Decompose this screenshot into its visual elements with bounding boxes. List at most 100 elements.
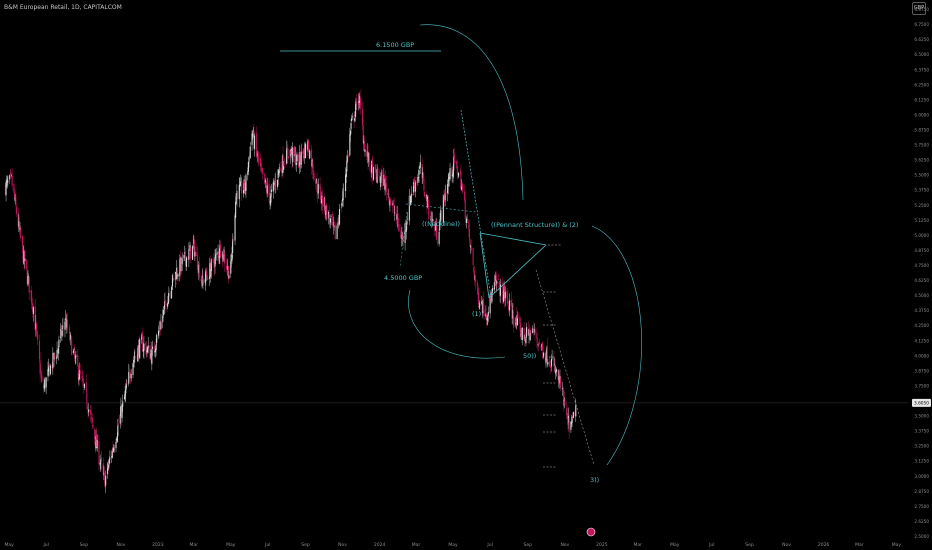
candle-body	[290, 148, 293, 155]
candle-body	[372, 163, 374, 181]
candle-body	[474, 277, 476, 279]
candle-body	[557, 369, 559, 380]
candle-body	[354, 111, 356, 118]
candle-body	[103, 473, 106, 477]
candle-body	[215, 254, 217, 258]
candle-body	[413, 183, 415, 186]
x-tick-label: Sep	[301, 542, 310, 548]
candle-body	[451, 167, 453, 176]
candle-body	[533, 328, 535, 332]
price-axis[interactable]: 6.8750 6.7500 6.6250 6.5000 6.3750 6.2500 6.12…	[914, 7, 929, 539]
candle-body	[538, 342, 540, 345]
candle-body	[400, 235, 403, 239]
candle-body	[338, 223, 340, 224]
candle-body	[385, 176, 387, 184]
candle-body	[307, 140, 309, 150]
y-tick-label: 5.5000	[914, 173, 929, 178]
candle-body	[136, 355, 138, 360]
annotation-layer: 6.1500 GBP ((Neckline)) ((Pennant Struct…	[280, 24, 642, 484]
chart-title: B&M European Retail, 1D, CAPITALCOM	[4, 4, 122, 11]
candle-body	[568, 418, 570, 433]
candle-body	[31, 290, 33, 304]
candle-body	[198, 263, 200, 278]
candle-body	[473, 271, 475, 280]
candle-body	[261, 168, 263, 170]
candle-body	[453, 154, 455, 164]
candle-body	[172, 276, 174, 277]
candle-body	[311, 160, 313, 167]
candle-body	[207, 277, 209, 281]
candle-body	[444, 194, 446, 202]
candle-body	[321, 197, 324, 206]
candle-body	[124, 391, 126, 397]
candle-body	[562, 389, 564, 391]
candle-body	[116, 439, 118, 441]
candle-body	[66, 319, 68, 329]
candle-body	[515, 316, 517, 325]
candle-body	[278, 167, 280, 174]
candle-body	[117, 423, 119, 425]
candle-body	[243, 179, 245, 190]
candle-body	[392, 203, 394, 205]
candle-body	[478, 292, 480, 305]
candle-body	[145, 346, 147, 355]
candle-body	[21, 236, 24, 247]
candle-body	[532, 328, 534, 333]
candle-body	[294, 146, 296, 156]
candle-body	[440, 211, 442, 213]
candle-body	[432, 220, 434, 221]
candle-body	[473, 267, 475, 272]
candle-body	[315, 181, 317, 185]
candle-body	[116, 436, 118, 441]
candle-series	[4, 89, 577, 493]
candle-body	[24, 258, 26, 261]
candle-body	[154, 350, 156, 353]
candle-body	[333, 221, 335, 227]
candle-body	[68, 329, 70, 331]
candle-body	[140, 335, 143, 340]
time-axis[interactable]: May Jul Sep Nov 2023 Mar May Jul Sep Nov 2024 Mar Ma…	[4, 542, 901, 548]
candle-body	[235, 193, 237, 204]
candle-body	[159, 326, 161, 330]
candle-body	[466, 218, 468, 220]
candle-body	[35, 323, 37, 331]
candle-body	[447, 179, 449, 187]
candle-body	[374, 165, 376, 170]
neckline-label: ((Neckline))	[422, 220, 460, 228]
candle-body	[61, 330, 63, 336]
candle-body	[504, 291, 506, 299]
candle-body	[461, 185, 463, 190]
candle-body	[487, 316, 489, 317]
candle-body	[230, 258, 232, 261]
candle-body	[561, 388, 563, 390]
candle-body	[268, 183, 270, 196]
candle-body	[86, 392, 88, 406]
candle-body	[273, 183, 275, 184]
candle-body	[487, 311, 489, 316]
currency-badge[interactable]: GBP	[912, 2, 926, 15]
candle-body	[244, 180, 246, 190]
candle-body	[82, 378, 84, 384]
candle-body	[482, 300, 484, 314]
candle-body	[558, 373, 560, 386]
candle-body	[252, 130, 254, 136]
x-tick-label: Nov	[560, 542, 569, 548]
candle-body	[166, 303, 168, 307]
candle-body	[408, 195, 410, 221]
candle-body	[193, 239, 195, 244]
go-to-realtime-button[interactable]	[586, 527, 596, 537]
candle-body	[457, 176, 459, 178]
candle-body	[502, 294, 505, 302]
candle-body	[544, 353, 546, 361]
candle-body	[277, 180, 279, 187]
candle-body	[456, 162, 458, 165]
candle-body	[130, 373, 132, 379]
candle-body	[260, 168, 262, 170]
y-tick-label: 5.8750	[914, 127, 929, 132]
candle-body	[23, 250, 25, 263]
candle-body	[27, 275, 29, 285]
candle-body	[308, 151, 310, 159]
candle-body	[155, 344, 157, 351]
